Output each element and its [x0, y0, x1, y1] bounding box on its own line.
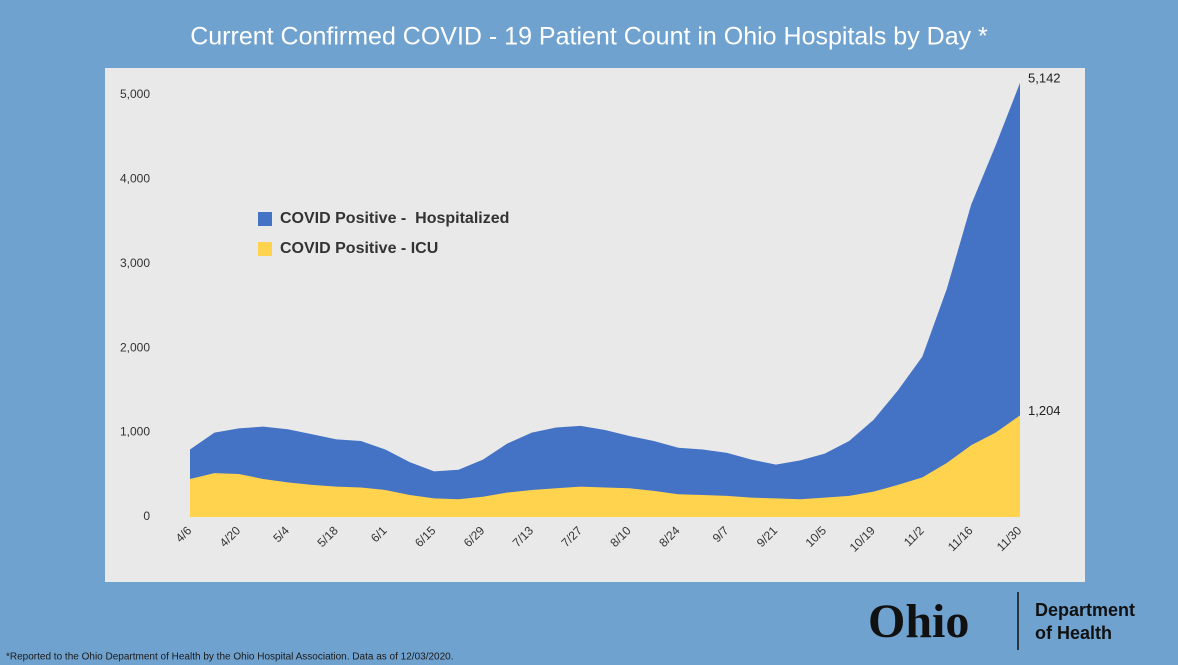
y-tick-label: 5,000 — [120, 87, 150, 101]
logo-line2: of Health — [1035, 623, 1112, 643]
legend-label: COVID Positive - ICU — [280, 240, 438, 257]
logo-line1: Department — [1035, 600, 1135, 620]
y-tick-label: 1,000 — [120, 425, 150, 439]
y-tick-label: 4,000 — [120, 171, 150, 185]
y-tick-label: 2,000 — [120, 340, 150, 354]
area — [190, 415, 1020, 517]
footnote: *Reported to the Ohio Department of Heal… — [6, 652, 454, 663]
value-label: 1,204 — [1028, 403, 1061, 418]
legend-label: COVID Positive - Hospitalized — [280, 210, 509, 227]
y-tick-label: 0 — [143, 509, 150, 523]
value-label: 5,142 — [1028, 70, 1061, 85]
y-tick-label: 3,000 — [120, 256, 150, 270]
chart-title: Current Confirmed COVID - 19 Patient Cou… — [190, 23, 988, 51]
legend-swatch — [258, 242, 272, 256]
legend-swatch — [258, 212, 272, 226]
logo-name: Ohio — [868, 595, 969, 648]
